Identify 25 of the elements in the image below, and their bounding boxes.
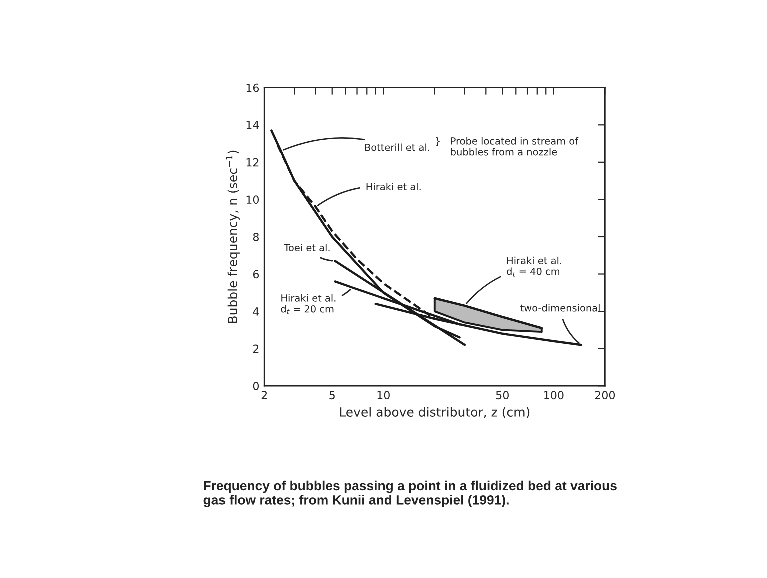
annotation: two-dimensional <box>520 304 600 312</box>
x-tick-label: 2 <box>262 391 268 400</box>
y-tick-label: 16 <box>246 84 260 92</box>
x-tick-label: 50 <box>496 391 509 400</box>
y-tick-label: 12 <box>246 158 259 167</box>
annotation: Toei et al. <box>284 244 330 252</box>
annotation: } Probe located in stream of bubbles from a nozzle <box>436 137 579 156</box>
text: Frequency of bubbles passing a point in a fluidized bed at various gas flow rates; from Kunii and Levenspiel (1991). <box>204 480 617 508</box>
annotation: Botterill et al. <box>365 144 430 152</box>
y-tick-label: 6 <box>253 270 260 279</box>
annotation: Hiraki et al. d$_{t}$ = 40 cm <box>507 256 562 277</box>
annotation: Hiraki et al. <box>366 183 421 191</box>
x-tick-label: 200 <box>595 391 616 400</box>
x-tick-label: 100 <box>544 391 564 400</box>
y-axis-title: Bubble frequency, n (sec$^{−1}$) <box>226 150 240 324</box>
y-tick-label: 2 <box>254 344 259 354</box>
y-tick-label: 14 <box>246 121 260 130</box>
x-axis-title: Level above distributor, z (cm) <box>340 407 530 418</box>
y-tick-label: 10 <box>246 196 260 204</box>
y-tick-label: 4 <box>253 308 260 316</box>
y-tick-label: 8 <box>253 232 259 242</box>
x-tick-label: 10 <box>378 391 390 400</box>
annotation: Hiraki et al. d$_{t}$ = 20 cm <box>281 294 336 314</box>
x-tick-label: 5 <box>330 391 335 400</box>
y-tick-label: 0 <box>253 382 260 390</box>
